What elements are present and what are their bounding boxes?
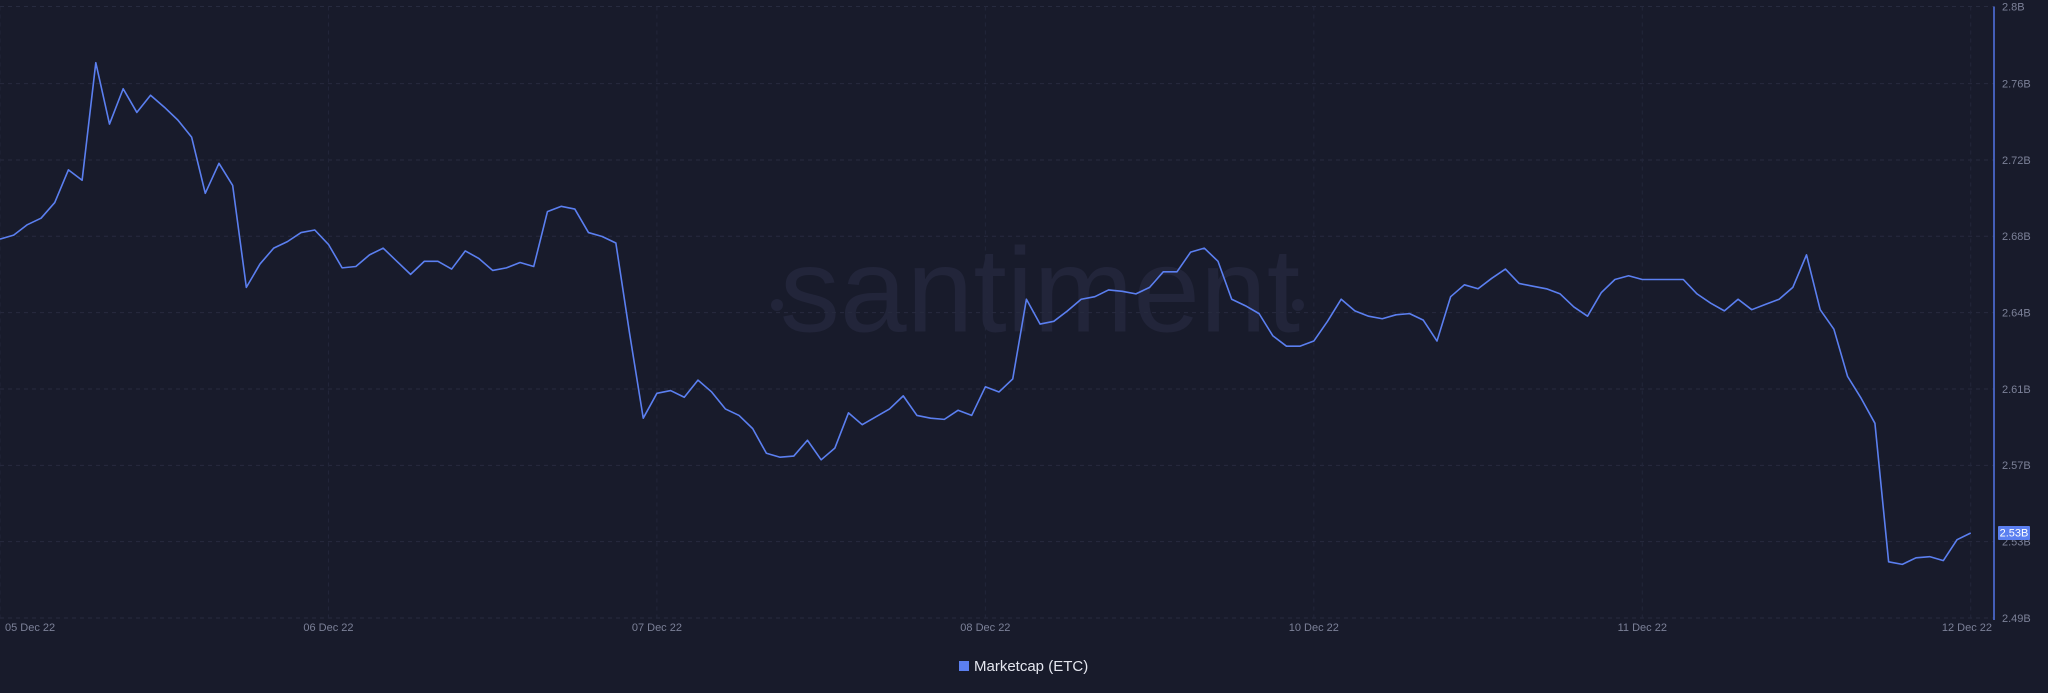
y-tick-label: 2.72B — [2002, 155, 2031, 167]
x-tick-label: 06 Dec 22 — [303, 622, 353, 634]
x-tick-label: 10 Dec 22 — [1289, 622, 1339, 634]
line — [0, 61, 1972, 566]
watermark: santiment — [780, 224, 1300, 358]
y-tick-label: 2.61B — [2002, 384, 2031, 396]
x-tick-label: 12 Dec 22 — [1942, 622, 1992, 634]
current-value-label: 2.53B — [2000, 527, 2029, 539]
watermark-dot — [771, 299, 783, 311]
y-tick-label: 2.49B — [2002, 613, 2031, 625]
x-tick-label: 05 Dec 22 — [5, 622, 55, 634]
current-value-badge — [1998, 525, 2030, 540]
legend-swatch — [959, 661, 969, 671]
y-tick-label: 2.68B — [2002, 231, 2031, 243]
y-tick-label: 2.64B — [2002, 308, 2031, 320]
y-tick-label: 2.76B — [2002, 79, 2031, 91]
x-tick-label: 08 Dec 22 — [960, 622, 1010, 634]
x-tick-label: 07 Dec 22 — [632, 622, 682, 634]
x-tick-label: 11 Dec 22 — [1618, 622, 1667, 634]
watermark-dot — [1292, 299, 1304, 311]
y-tick-label: 2.57B — [2002, 460, 2031, 472]
y-tick-label: 2.8B — [2002, 1, 2025, 13]
legend-label: Marketcap (ETC) — [974, 658, 1088, 675]
